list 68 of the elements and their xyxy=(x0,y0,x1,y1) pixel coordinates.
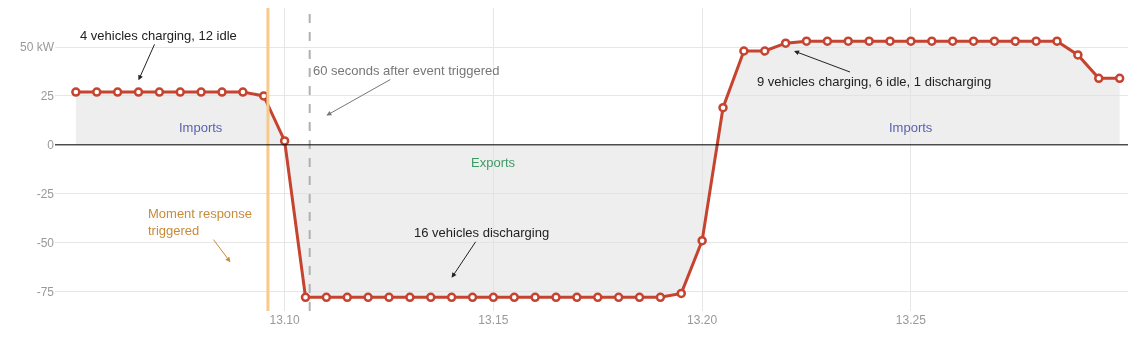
point xyxy=(196,87,206,97)
point xyxy=(593,292,603,303)
point xyxy=(1031,36,1041,46)
y-tick-label: 25 xyxy=(40,89,55,104)
point xyxy=(467,292,478,303)
annotation: 4 vehicles charging, 12 idle xyxy=(80,28,237,43)
point xyxy=(572,292,582,303)
point xyxy=(927,36,937,46)
point xyxy=(133,87,144,97)
point xyxy=(739,46,749,56)
point xyxy=(279,136,290,146)
point xyxy=(300,292,311,303)
point xyxy=(384,292,394,303)
x-tick-label: 13.15 xyxy=(478,313,509,327)
point xyxy=(1094,73,1104,84)
point xyxy=(760,46,770,56)
y-tick-label: -25 xyxy=(36,186,55,201)
point xyxy=(655,292,666,303)
y-tick-label: -50 xyxy=(36,235,55,250)
point xyxy=(947,36,958,46)
ref-line-label: 60 seconds after event triggered xyxy=(313,63,500,78)
point xyxy=(112,87,123,97)
point xyxy=(885,36,895,46)
x-tick-label: 13.20 xyxy=(687,313,718,327)
point xyxy=(676,288,687,299)
y-tick-label: 50 kW xyxy=(19,40,55,55)
ref-line-label: Moment response triggered xyxy=(148,206,253,238)
point xyxy=(530,292,540,303)
point xyxy=(551,292,561,303)
point xyxy=(175,87,185,97)
point xyxy=(71,87,81,97)
y-tick-label: -75 xyxy=(36,284,55,299)
point xyxy=(1052,36,1062,46)
point xyxy=(864,36,874,46)
point xyxy=(342,292,353,303)
point xyxy=(1073,50,1083,60)
point xyxy=(718,102,728,113)
point xyxy=(613,292,624,303)
point xyxy=(509,292,520,303)
point xyxy=(488,292,499,303)
point xyxy=(1010,36,1021,46)
point xyxy=(154,87,165,97)
point xyxy=(906,36,916,46)
point xyxy=(1114,73,1125,84)
point xyxy=(822,36,833,46)
point xyxy=(217,87,227,97)
x-tick-label: 13.10 xyxy=(269,313,300,327)
annotation: 9 vehicles charging, 6 idle, 1 discharging xyxy=(757,74,992,89)
annotation: Imports xyxy=(889,120,933,135)
point xyxy=(426,292,436,303)
point xyxy=(92,87,102,97)
annotation: 16 vehicles discharging xyxy=(414,225,550,240)
x-tick-label: 13.25 xyxy=(895,313,927,327)
point xyxy=(321,292,332,303)
point xyxy=(968,36,979,46)
point xyxy=(780,38,791,48)
point xyxy=(801,36,812,46)
point xyxy=(634,292,645,303)
point xyxy=(989,36,1000,46)
point xyxy=(446,292,457,303)
point xyxy=(843,36,854,46)
point xyxy=(405,292,415,303)
y-tick-label: 0 xyxy=(47,138,55,153)
point xyxy=(363,292,373,303)
point xyxy=(697,235,707,246)
point xyxy=(238,87,248,97)
annotation: Exports xyxy=(471,155,516,170)
annotation: Imports xyxy=(179,120,223,135)
